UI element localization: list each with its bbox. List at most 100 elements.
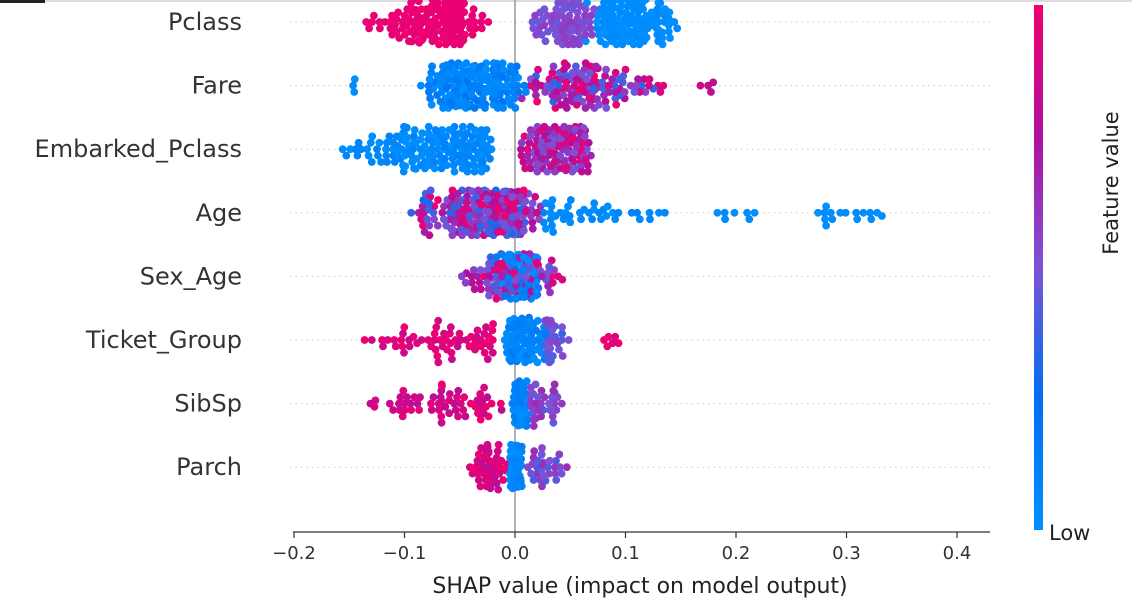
shap-point xyxy=(541,329,550,338)
shap-point xyxy=(519,382,528,390)
shap-point xyxy=(566,196,575,204)
shap-point xyxy=(534,65,542,74)
shap-point xyxy=(620,88,629,96)
shap-point xyxy=(514,88,523,96)
shap-point xyxy=(562,463,571,472)
shap-point xyxy=(537,30,546,39)
shap-point xyxy=(529,476,538,484)
shap-point xyxy=(399,386,408,395)
shap-point xyxy=(419,28,428,36)
shap-point xyxy=(602,104,611,112)
shap-point xyxy=(462,99,471,108)
shap-point xyxy=(696,81,705,90)
shap-point xyxy=(559,91,568,100)
shap-point xyxy=(515,332,524,340)
shap-point xyxy=(709,78,718,87)
shap-point xyxy=(351,145,360,154)
shap-point xyxy=(595,100,603,109)
shap-point xyxy=(479,409,488,418)
shap-point xyxy=(673,24,682,33)
shap-point xyxy=(645,208,654,217)
shap-point xyxy=(828,215,837,224)
shap-point xyxy=(438,126,447,134)
shap-point xyxy=(402,21,411,30)
shap-point xyxy=(400,30,409,39)
shap-point xyxy=(454,386,463,395)
shap-point xyxy=(419,196,428,204)
shap-point xyxy=(504,206,513,214)
shap-point xyxy=(498,59,507,68)
shap-point xyxy=(460,8,469,17)
shap-point xyxy=(370,11,378,20)
shap-point xyxy=(486,457,495,466)
shap-point xyxy=(595,208,603,217)
shap-point xyxy=(511,483,519,492)
shap-point xyxy=(451,22,460,30)
shap-point xyxy=(349,81,357,90)
x-tick-label: 0.4 xyxy=(943,543,972,564)
shap-point xyxy=(533,167,542,176)
shap-point xyxy=(442,132,450,141)
feature-label: Embarked_Pclass xyxy=(35,135,242,163)
shap-point xyxy=(458,164,467,173)
feature-label: SibSp xyxy=(174,390,242,418)
shap-point xyxy=(506,100,515,109)
shap-point xyxy=(582,75,591,84)
shap-point xyxy=(500,336,509,344)
shap-point xyxy=(405,37,413,46)
shap-point xyxy=(580,205,588,214)
shap-point xyxy=(814,208,822,217)
shap-point xyxy=(590,199,599,208)
shap-point xyxy=(525,138,534,147)
shap-point xyxy=(602,0,611,5)
shap-point xyxy=(498,272,507,281)
shap-point xyxy=(420,142,429,150)
shap-point xyxy=(401,162,410,171)
shap-point xyxy=(477,200,486,209)
shap-point xyxy=(382,151,391,160)
shap-point xyxy=(528,18,537,26)
shap-point xyxy=(456,399,465,408)
shap-point xyxy=(531,192,540,201)
shap-point xyxy=(500,219,509,228)
shap-point xyxy=(522,422,531,430)
shap-point xyxy=(441,24,450,33)
shap-point xyxy=(540,5,549,14)
shap-point xyxy=(564,40,573,49)
shap-point xyxy=(476,402,485,411)
shap-point xyxy=(496,463,505,472)
shap-point xyxy=(401,406,409,414)
x-axis-label: SHAP value (impact on model output) xyxy=(432,574,847,599)
feature-label: Parch xyxy=(176,453,242,481)
shap-point xyxy=(549,11,557,20)
shap-point xyxy=(473,396,482,405)
shap-point xyxy=(434,358,443,367)
shap-point xyxy=(510,205,519,214)
shap-point xyxy=(572,62,580,71)
shap-point xyxy=(601,72,609,80)
shap-point xyxy=(538,272,546,281)
shap-point xyxy=(413,399,422,408)
shap-point xyxy=(504,252,513,260)
shap-point xyxy=(476,415,485,424)
shap-point xyxy=(553,18,561,26)
shap-point xyxy=(482,65,490,74)
shap-point xyxy=(433,145,442,154)
shap-point xyxy=(470,104,479,112)
shap-point xyxy=(575,40,583,49)
shap-point xyxy=(534,456,542,465)
shap-point xyxy=(552,476,561,484)
shap-point xyxy=(492,479,501,488)
shap-point xyxy=(501,292,510,300)
shap-point xyxy=(616,8,624,17)
shap-point xyxy=(403,133,412,142)
shap-point xyxy=(511,467,520,476)
shap-point xyxy=(469,69,478,78)
shap-point xyxy=(633,208,641,217)
shap-point xyxy=(367,158,376,166)
shap-point xyxy=(432,323,441,332)
shap-point xyxy=(424,336,433,344)
shap-point xyxy=(601,97,610,106)
shap-point xyxy=(461,278,470,287)
